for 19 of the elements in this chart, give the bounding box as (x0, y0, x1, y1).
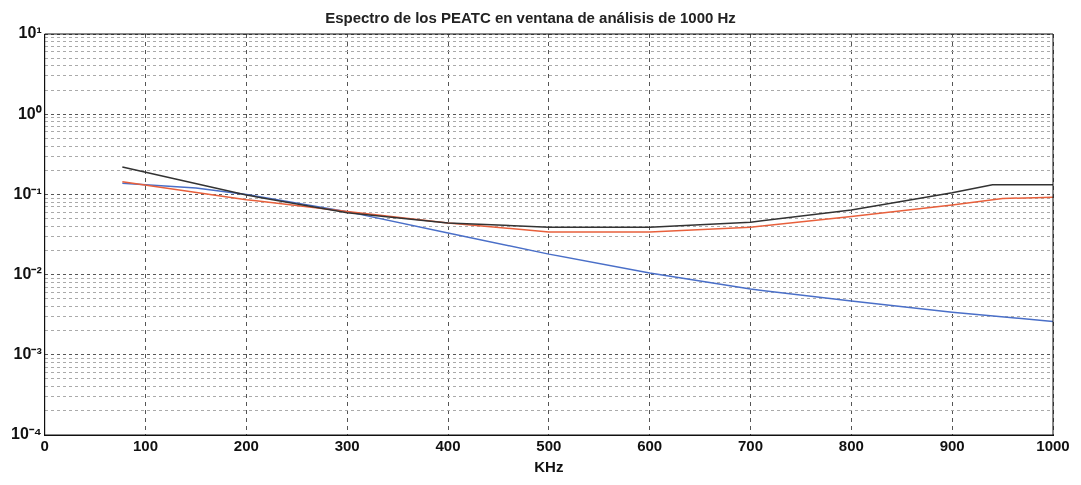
x-tick-label: 700 (738, 437, 764, 455)
x-tick-label: 900 (939, 437, 965, 455)
y-tick-label: 10⁻² (13, 265, 42, 283)
y-tick-label: 10⁻¹ (13, 184, 42, 202)
x-tick-label: 1000 (1036, 437, 1070, 455)
x-tick-label: 800 (838, 437, 864, 455)
x-axis-title: KHz (534, 458, 564, 476)
x-tick-label: 300 (334, 437, 360, 455)
x-tick-label: 600 (637, 437, 663, 455)
x-tick-label: 500 (536, 437, 562, 455)
y-tick-label: 10⁻⁴ (10, 425, 42, 443)
x-tick-label: 100 (133, 437, 159, 455)
x-tick-label: 0 (40, 437, 49, 455)
y-tick-label: 10¹ (18, 24, 42, 42)
x-tick-label: 200 (233, 437, 259, 455)
y-tick-label: 10⁻³ (13, 345, 42, 363)
x-tick-label: 400 (435, 437, 461, 455)
chart-title: Espectro de los PEATC en ventana de análisis de 1000 Hz (325, 9, 736, 27)
y-tick-label: 10⁰ (17, 104, 42, 122)
